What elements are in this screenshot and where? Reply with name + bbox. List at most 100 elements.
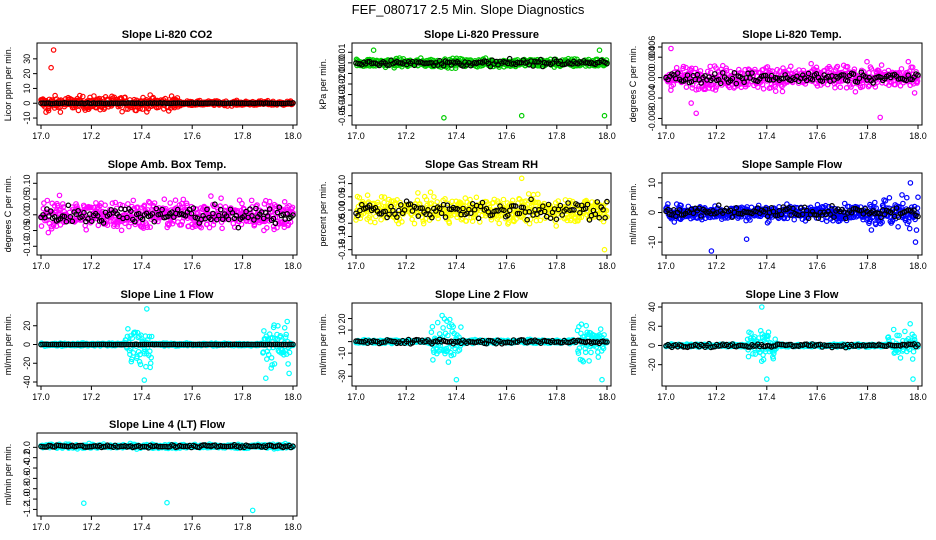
x-tick-label: 17.0 [32, 392, 50, 402]
data-point [148, 354, 155, 361]
mean-point [366, 202, 373, 209]
data-point [505, 219, 512, 226]
data-point [57, 109, 64, 115]
y-axis-label: degrees C per min. [628, 46, 638, 123]
y-tick-label: -0.15 [337, 239, 347, 260]
mean-point [284, 211, 290, 217]
data-point [238, 221, 245, 228]
y-axis-label: ml/min per min. [318, 314, 328, 376]
data-point [743, 236, 750, 243]
x-tick-label: 18.0 [909, 131, 927, 141]
plot-area [353, 47, 610, 121]
mean-point [260, 215, 267, 222]
mean-point [128, 208, 134, 215]
x-tick-label: 18.0 [284, 392, 302, 402]
mean-point [219, 216, 226, 223]
mean-point [545, 201, 552, 208]
x-tick-label: 17.4 [758, 131, 776, 141]
mean-point [528, 196, 534, 203]
y-tick-label: 20 [22, 321, 32, 331]
data-point [528, 202, 535, 209]
mean-point [438, 210, 445, 217]
mean-point [838, 72, 845, 78]
data-point [286, 349, 293, 356]
y-tick-label: -0.05 [337, 105, 347, 126]
data-point [868, 227, 875, 233]
mean-point [754, 205, 761, 211]
data-point [44, 197, 51, 204]
data-point [119, 108, 125, 115]
data-point [903, 194, 910, 201]
y-tick-label: -0.05 [22, 220, 32, 241]
mean-point [815, 215, 822, 222]
y-tick-label: 20 [22, 69, 32, 79]
data-point [289, 204, 296, 211]
data-point [45, 107, 52, 114]
panel-title: Slope Amb. Box Temp. [108, 159, 227, 171]
data-point [525, 191, 532, 197]
x-tick-label: 17.0 [347, 261, 365, 271]
mean-point [251, 217, 257, 223]
data-point [814, 83, 821, 89]
data-point [905, 58, 912, 65]
data-point [218, 195, 224, 202]
mean-point [762, 206, 769, 212]
data-point [172, 197, 179, 204]
x-tick-label: 17.4 [448, 392, 466, 402]
data-point [262, 336, 269, 342]
mean-point [504, 212, 511, 219]
panel-title: Slope Sample Flow [742, 159, 843, 171]
mean-point [520, 204, 527, 211]
mean-point [69, 218, 76, 225]
data-point [277, 332, 284, 339]
data-point [263, 225, 270, 231]
data-point [868, 66, 875, 72]
data-point [178, 222, 185, 228]
mean-point [557, 202, 564, 209]
data-point [59, 201, 66, 207]
data-point [913, 227, 920, 233]
x-tick-label: 17.6 [498, 131, 516, 141]
data-point [429, 323, 436, 330]
x-tick-label: 17.6 [498, 261, 516, 271]
mean-point [100, 220, 107, 226]
y-tick-label: 0.004 [647, 46, 657, 69]
mean-point [715, 202, 722, 209]
mean-point [487, 63, 494, 70]
y-tick-label: 0.05 [337, 188, 347, 206]
mean-point [665, 206, 671, 213]
data-point [764, 64, 771, 70]
x-tick-label: 17.0 [32, 131, 50, 141]
data-point [269, 334, 276, 341]
data-point [723, 65, 730, 72]
mean-point [124, 214, 130, 221]
y-axis-label: percent per min. [318, 181, 328, 246]
data-point [601, 246, 608, 253]
data-point [166, 221, 173, 228]
mean-point [444, 59, 451, 66]
data-point [589, 199, 595, 205]
y-tick-label: -10 [647, 236, 657, 249]
mean-point [460, 205, 466, 212]
mean-point [537, 56, 544, 63]
mean-point [65, 202, 72, 209]
data-point [112, 199, 119, 206]
data-point [473, 194, 480, 201]
mean-point [749, 70, 755, 76]
plot-area [663, 45, 921, 121]
mean-point [530, 63, 536, 69]
mean-point [688, 79, 695, 85]
x-tick-label: 17.0 [347, 131, 365, 141]
mean-point [233, 212, 240, 219]
y-tick-label: -10 [22, 112, 32, 125]
plot-frame [351, 42, 612, 126]
mean-point [85, 216, 91, 222]
data-point [823, 218, 830, 225]
plot-frame [36, 172, 298, 256]
y-axis-label: ml/min per min. [628, 183, 638, 245]
data-point [102, 202, 108, 209]
data-point [239, 200, 245, 207]
data-point [852, 89, 859, 95]
data-point [878, 62, 885, 68]
